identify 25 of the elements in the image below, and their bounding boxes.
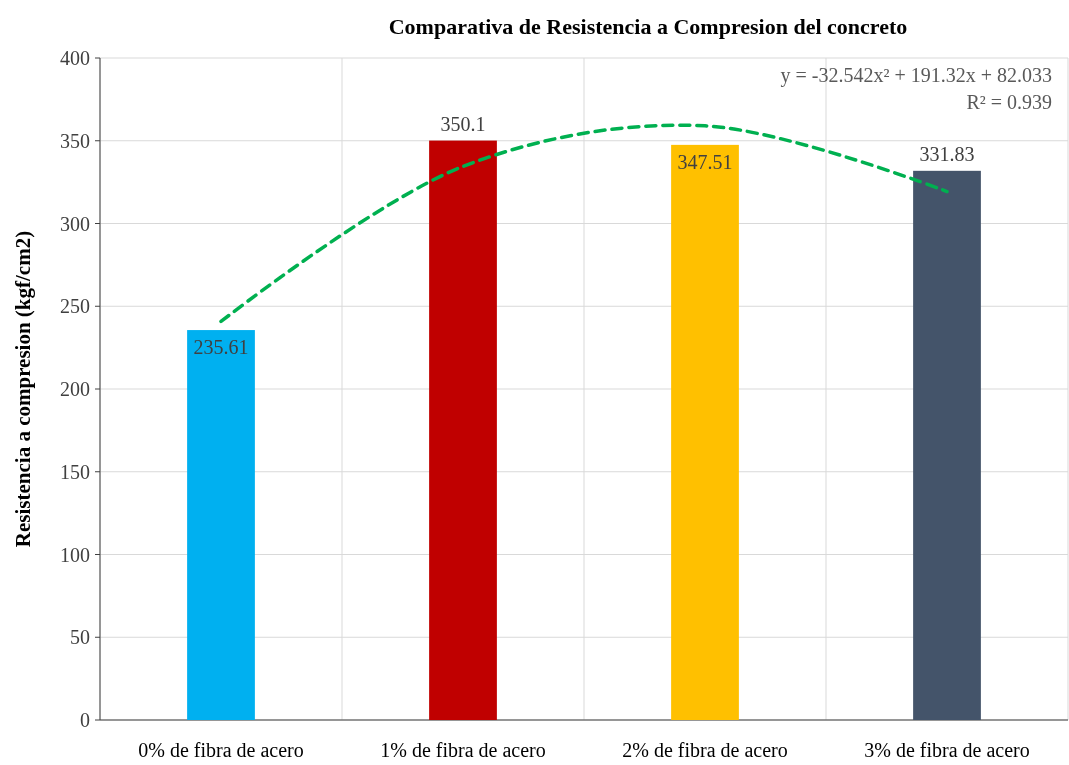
y-axis-title: Resistencia a compresion (kgf/cm2) — [11, 230, 35, 548]
data-label: 235.61 — [193, 336, 249, 359]
data-label: 331.83 — [919, 142, 975, 165]
x-tick-label: 3% de fibra de acero — [864, 739, 1030, 761]
x-tick-label: 0% de fibra de acero — [138, 739, 304, 761]
y-tick-label: 250 — [60, 295, 90, 318]
y-tick-label: 300 — [60, 212, 90, 235]
bar — [187, 330, 255, 720]
x-tick-label: 1% de fibra de acero — [380, 739, 546, 761]
y-tick-label: 400 — [60, 47, 90, 69]
y-tick-label: 150 — [60, 460, 90, 483]
y-tick-label: 100 — [60, 543, 90, 566]
data-label: 350.1 — [440, 112, 486, 135]
bar — [671, 144, 739, 720]
data-label: 347.51 — [677, 150, 733, 173]
y-tick-label: 200 — [60, 378, 90, 400]
y-tick-label: 0 — [80, 709, 90, 731]
bar — [429, 140, 497, 720]
x-tick-label: 2% de fibra de acero — [622, 739, 788, 761]
annotation: y = -32.542x² + 191.32x + 82.033 — [780, 64, 1052, 87]
chart-title: Comparativa de Resistencia a Compresion del concreto — [388, 14, 908, 39]
bar — [913, 170, 981, 720]
annotation: R² = 0.939 — [966, 91, 1052, 113]
y-tick-label: 350 — [60, 129, 90, 152]
y-tick-label: 50 — [70, 626, 90, 649]
